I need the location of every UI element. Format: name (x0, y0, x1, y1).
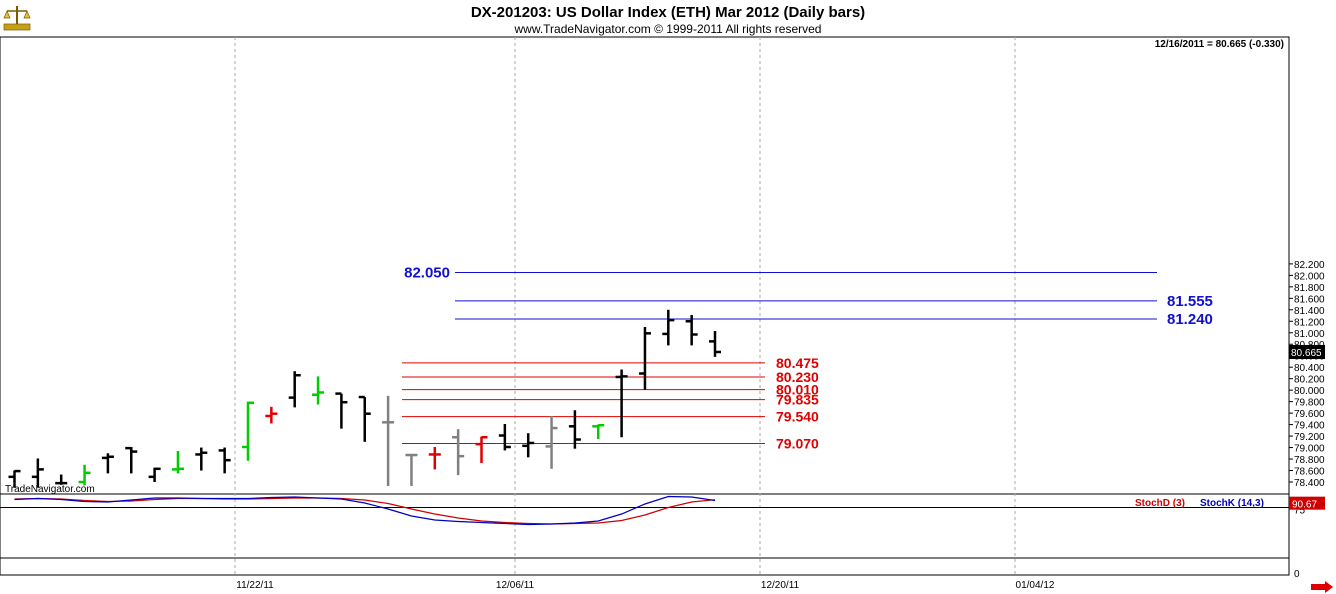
y-tick-label: 78.600 (1294, 467, 1325, 478)
price-bars (8, 309, 721, 488)
y-tick-label: 78.800 (1294, 455, 1325, 466)
y-tick-label: 81.000 (1294, 329, 1325, 340)
level-label: 81.240 (1167, 311, 1213, 328)
last-price-box (1289, 344, 1325, 359)
x-tick-label: 12/06/11 (496, 580, 535, 591)
y-tick-label: 80.400 (1294, 363, 1325, 374)
y-tick-label: 79.000 (1294, 444, 1325, 455)
legend-stochd: StochD (3) (1135, 498, 1185, 509)
y-tick-label: 81.400 (1294, 306, 1325, 317)
price-axis: 78.40078.60078.80079.00079.20079.40079.6… (1289, 260, 1325, 489)
level-label: 80.230 (776, 369, 819, 385)
level-label: 81.555 (1167, 293, 1213, 310)
x-tick-label: 01/04/12 (1016, 580, 1055, 591)
stoch-series-line (14, 495, 716, 526)
stoch-ref-label: 75 (1294, 506, 1306, 517)
date-axis: 11/22/11 12/06/11 12/20/11 01/04/12 (236, 580, 1055, 591)
stoch-series-line (14, 497, 716, 525)
legend-stochk: StochK (14,3) (1200, 498, 1264, 509)
y-tick-label: 81.800 (1294, 283, 1325, 294)
stochastic-panel: 75 0 StochD (3) StochK (14,3) 90.67 (0, 495, 1325, 580)
stoch-zero-label: 0 (1294, 569, 1300, 580)
y-tick-label: 79.800 (1294, 398, 1325, 409)
y-tick-label: 80.000 (1294, 386, 1325, 397)
level-label: 79.070 (776, 436, 819, 452)
stoch-last-label: 90.67 (1292, 500, 1317, 511)
x-tick-label: 12/20/11 (761, 580, 800, 591)
level-label: 80.475 (776, 355, 819, 371)
copyright-text: www.TradeNavigator.com © 1999-2011 All r… (514, 22, 822, 36)
y-tick-label: 82.000 (1294, 271, 1325, 282)
level-label: 79.835 (776, 392, 819, 408)
level-label: 80.010 (776, 382, 819, 398)
scale-icon (3, 6, 31, 31)
y-tick-label: 79.600 (1294, 409, 1325, 420)
chart-title: DX-201203: US Dollar Index (ETH) Mar 201… (471, 4, 865, 21)
y-tick-label: 79.200 (1294, 432, 1325, 443)
y-tick-label: 78.400 (1294, 478, 1325, 489)
last-quote-text: 12/16/2011 = 80.665 (-0.330) (1155, 39, 1284, 50)
last-price-marker: 80.665 (1289, 344, 1325, 359)
last-price-label: 80.665 (1291, 348, 1322, 359)
x-tick-label: 11/22/11 (236, 580, 274, 591)
y-tick-label: 81.600 (1294, 294, 1325, 305)
right-arrow-icon[interactable] (1311, 581, 1333, 593)
level-label: 79.540 (776, 409, 819, 425)
y-tick-label: 82.200 (1294, 260, 1325, 271)
y-tick-label: 80.200 (1294, 375, 1325, 386)
level-label: 82.050 (404, 264, 450, 281)
watermark: TradeNavigator.com (5, 484, 95, 495)
stoch-last-box (1289, 496, 1325, 510)
y-tick-label: 81.200 (1294, 317, 1325, 328)
y-tick-label: 79.400 (1294, 421, 1325, 432)
